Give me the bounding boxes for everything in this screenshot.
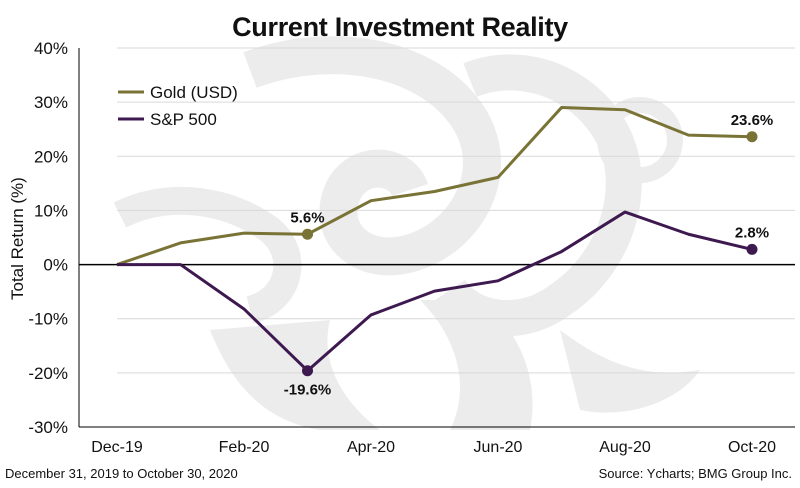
data-label: 23.6% xyxy=(731,112,774,129)
watermark-logo xyxy=(113,36,700,430)
x-tick-label: Oct-20 xyxy=(728,439,776,456)
data-point-marker xyxy=(302,365,313,377)
x-tick-label: Apr-20 xyxy=(347,439,395,456)
watermark-arc xyxy=(435,54,642,337)
y-tick-label: -10% xyxy=(28,310,68,329)
series-line-sp500 xyxy=(117,210,753,373)
series-layer: 5.6% 23.6% -19.6% 2.8% xyxy=(116,106,774,399)
data-point-marker xyxy=(302,228,313,240)
y-tick-label: -30% xyxy=(28,418,68,437)
x-tick-label: Feb-20 xyxy=(219,439,270,456)
watermark-leg xyxy=(210,320,380,430)
watermark-leg xyxy=(420,300,533,430)
x-tick-label: Jun-20 xyxy=(474,439,523,456)
y-tick-label: 10% xyxy=(34,201,68,220)
x-tick-label: Aug-20 xyxy=(599,439,651,456)
series-line-gold xyxy=(116,106,753,266)
y-tick-label: 20% xyxy=(34,147,68,166)
data-point-marker xyxy=(746,243,758,255)
chart-title: Current Investment Reality xyxy=(232,12,568,42)
watermark-swirl xyxy=(243,36,501,276)
x-tick-label: Dec-19 xyxy=(91,439,143,456)
data-label: 5.6% xyxy=(290,209,324,226)
watermark-tail xyxy=(560,330,700,413)
legend-label: Gold (USD) xyxy=(150,83,238,102)
source-note: Source: Ycharts; BMG Group Inc. xyxy=(598,466,792,481)
date-range-note: December 31, 2019 to October 30, 2020 xyxy=(5,466,238,481)
watermark-wing xyxy=(113,186,302,324)
data-point-marker xyxy=(746,131,758,143)
axes: 40% 30% 20% 10% 0% -10% -20% -30% Dec-19 Feb-20 Ap… xyxy=(28,39,795,456)
y-axis-label: Total Return (%) xyxy=(8,177,27,300)
data-label: -19.6% xyxy=(284,382,332,399)
y-tick-label: 40% xyxy=(34,39,68,58)
y-tick-label: 0% xyxy=(43,256,68,275)
watermark-ring xyxy=(597,97,683,183)
data-label: 2.8% xyxy=(735,224,769,241)
y-tick-label: 30% xyxy=(34,93,68,112)
y-tick-label: -20% xyxy=(28,364,68,383)
legend-label: S&P 500 xyxy=(150,110,217,129)
legend: Gold (USD) S&P 500 xyxy=(118,83,238,129)
